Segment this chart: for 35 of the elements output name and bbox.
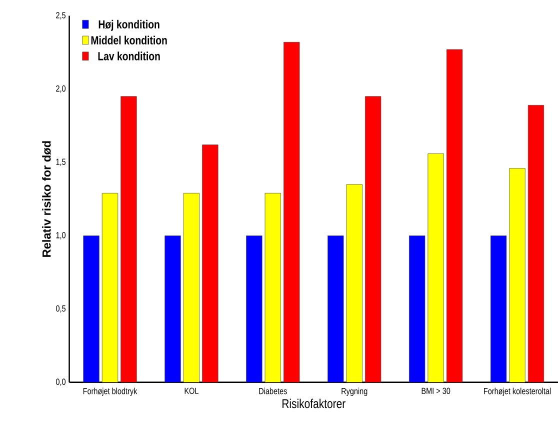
y-tick-label: 0,5 bbox=[56, 305, 66, 312]
x-tick-label: Forhøjet blodtryk bbox=[83, 388, 138, 396]
bar bbox=[528, 104, 544, 382]
bar bbox=[183, 192, 200, 382]
x-axis-title: Risikofaktorer bbox=[282, 398, 346, 408]
x-tick-label: KOL bbox=[184, 388, 198, 394]
y-tick-label: 0,0 bbox=[56, 378, 66, 386]
bar bbox=[83, 235, 100, 382]
bar bbox=[428, 153, 444, 382]
bar bbox=[490, 235, 507, 382]
x-tick-label: Diabetes bbox=[259, 388, 287, 394]
x-tick-label: BMI > 30 bbox=[422, 388, 450, 394]
bar bbox=[164, 235, 181, 382]
bar bbox=[264, 192, 281, 382]
bar bbox=[102, 192, 118, 382]
x-tick-label: Rygning bbox=[342, 388, 368, 396]
bar bbox=[202, 144, 218, 382]
legend-label: Høj kondition bbox=[98, 20, 160, 31]
y-tick-label: 2,0 bbox=[56, 85, 66, 93]
bar bbox=[365, 96, 382, 382]
bar bbox=[246, 235, 262, 382]
bar bbox=[509, 168, 526, 382]
legend-label: Middel kondition bbox=[91, 36, 167, 44]
y-tick-label: 2,5 bbox=[56, 12, 66, 20]
bar bbox=[284, 42, 300, 382]
y-axis-title: Relativ risiko for død bbox=[42, 141, 51, 257]
bar bbox=[120, 96, 137, 382]
y-tick-label: 1,5 bbox=[56, 158, 66, 166]
legend-label: Lav kondition bbox=[98, 52, 160, 60]
bar bbox=[409, 235, 426, 382]
bar bbox=[346, 184, 362, 382]
bar bbox=[446, 49, 463, 382]
x-tick-label: Forhøjet kolesteroltal bbox=[484, 388, 551, 396]
bar bbox=[328, 235, 344, 382]
y-tick-label: 1,0 bbox=[56, 232, 66, 240]
